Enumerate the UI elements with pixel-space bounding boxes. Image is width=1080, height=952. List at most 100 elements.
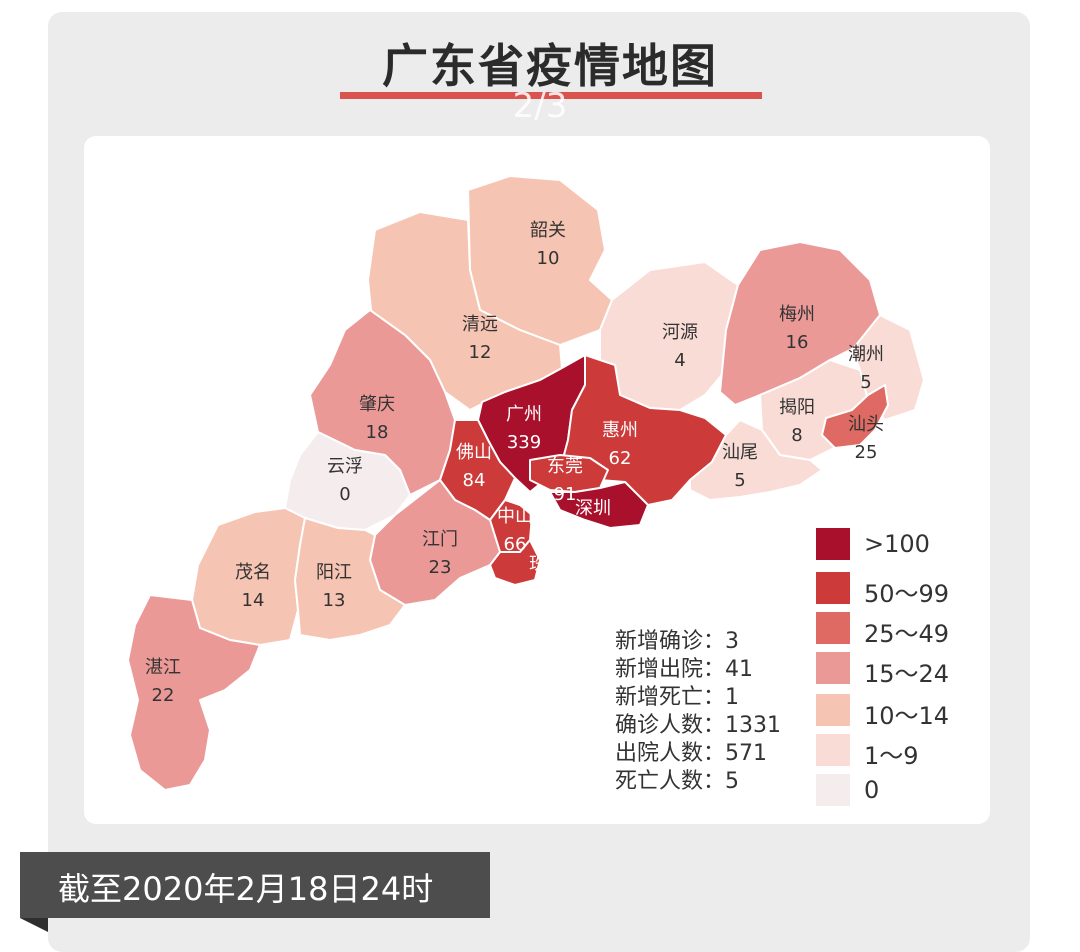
legend-swatch [816, 612, 850, 644]
legend-swatch [816, 774, 850, 806]
legend-swatch [816, 572, 850, 604]
city-name-label: 珠海 [529, 554, 565, 575]
city-case-count: 10 [537, 248, 560, 269]
stat-separator: ： [703, 741, 726, 766]
region-14 [549, 481, 649, 529]
city-name-label: 肇庆 [359, 394, 395, 415]
city-name-label: 江门 [422, 529, 458, 550]
city-name-label: 云浮 [327, 456, 363, 477]
city-case-count: 12 [469, 342, 492, 363]
city-name-label: 东莞 [547, 456, 583, 477]
title-underline [340, 92, 762, 99]
legend-item: 0 [816, 774, 1036, 810]
region-19 [294, 517, 406, 641]
stat-row: 确诊人数：1331 [615, 712, 781, 740]
city-name-label: 汕尾 [722, 442, 758, 463]
city-case-count: 0 [339, 484, 350, 505]
city-case-count: 16 [786, 332, 809, 353]
city-case-count: 4 [674, 350, 685, 371]
city-name-label: 佛山 [456, 442, 492, 463]
legend-label: 25～49 [864, 620, 950, 648]
city-name-label: 阳江 [316, 562, 352, 583]
stat-row: 出院人数：571 [615, 740, 781, 768]
legend-item: 25～49 [816, 612, 1036, 648]
stat-value: 571 [725, 741, 768, 766]
city-case-count: 5 [860, 372, 871, 393]
region-20 [127, 594, 261, 791]
city-case-count: 5 [734, 470, 745, 491]
stat-label: 新增确诊 [615, 629, 704, 654]
region-3 [719, 241, 881, 406]
city-name-label: 惠州 [602, 420, 638, 441]
legend-swatch [816, 652, 850, 684]
city-name-label: 揭阳 [779, 397, 815, 418]
stat-separator: ： [703, 713, 726, 738]
city-name-label: 清远 [462, 314, 498, 335]
legend-item: 50～99 [816, 572, 1036, 608]
date-text: 截至2020年2月18日24时 [58, 870, 434, 908]
city-case-count: 13 [323, 590, 346, 611]
city-case-count: 98 [536, 582, 559, 603]
region-7 [309, 309, 456, 496]
stat-value: 1 [725, 685, 740, 710]
banner-fold [20, 918, 48, 932]
city-name-label: 韶关 [530, 220, 566, 241]
legend-item: >100 [816, 528, 1036, 564]
stat-separator: ： [703, 629, 726, 654]
stat-label: 确诊人数 [615, 713, 704, 738]
legend-label: 15～24 [864, 660, 950, 688]
legend-label: >100 [864, 530, 930, 558]
legend-item: 15～24 [816, 652, 1036, 688]
stat-label: 新增出院 [615, 657, 704, 682]
city-name-label: 茂名 [235, 562, 271, 583]
city-name-label: 湛江 [145, 657, 181, 678]
stat-value: 5 [725, 769, 740, 794]
city-case-count: 8 [791, 425, 802, 446]
city-case-count: 14 [242, 590, 265, 611]
stat-row: 死亡人数：5 [615, 768, 781, 796]
stat-row: 新增出院：41 [615, 656, 781, 684]
stat-separator: ： [703, 769, 726, 794]
city-name-label: 汕头 [848, 414, 884, 435]
legend-item: 1～9 [816, 734, 1036, 770]
city-case-count: 91 [554, 484, 577, 505]
page-indicator: 2/3 [512, 86, 568, 126]
legend-label: 10～14 [864, 702, 950, 730]
region-10 [689, 419, 823, 501]
city-case-count: 25 [855, 442, 878, 463]
region-16 [489, 539, 541, 586]
city-case-count: 62 [609, 448, 632, 469]
city-case-count: 18 [366, 422, 389, 443]
stat-separator: ： [703, 685, 726, 710]
stat-value: 41 [725, 657, 754, 682]
legend-swatch [816, 528, 850, 560]
date-banner: 截至2020年2月18日24时 [20, 852, 490, 918]
legend-swatch [816, 694, 850, 726]
city-case-count: 22 [152, 685, 175, 706]
city-case-count: 23 [429, 557, 452, 578]
page-title: 广东省疫情地图 [382, 39, 718, 93]
stat-label: 新增死亡 [615, 685, 704, 710]
city-case-count: 339 [507, 432, 541, 453]
city-name-label: 梅州 [779, 304, 815, 325]
legend-label: 0 [864, 776, 880, 804]
legend-item: 10～14 [816, 694, 1036, 730]
stat-label: 死亡人数 [615, 769, 704, 794]
legend-label: 1～9 [864, 742, 919, 770]
legend-label: 50～99 [864, 580, 950, 608]
legend-swatch [816, 734, 850, 766]
city-name-label: 广州 [506, 404, 542, 425]
stat-separator: ： [703, 657, 726, 682]
stats-block: 新增确诊：3 新增出院：41 新增死亡：1 确诊人数：1331 出院人数：571 死亡人数… [615, 628, 781, 796]
stat-row: 新增死亡：1 [615, 684, 781, 712]
city-case-count: 66 [504, 534, 527, 555]
city-name-label: 中山 [497, 506, 533, 527]
stat-value: 1331 [725, 713, 782, 738]
city-name-label: 河源 [662, 322, 698, 343]
region-6 [821, 384, 889, 449]
stat-label: 出院人数 [615, 741, 704, 766]
city-case-count: 416 [576, 526, 610, 547]
city-case-count: 84 [463, 470, 486, 491]
city-name-label: 深圳 [575, 498, 611, 519]
